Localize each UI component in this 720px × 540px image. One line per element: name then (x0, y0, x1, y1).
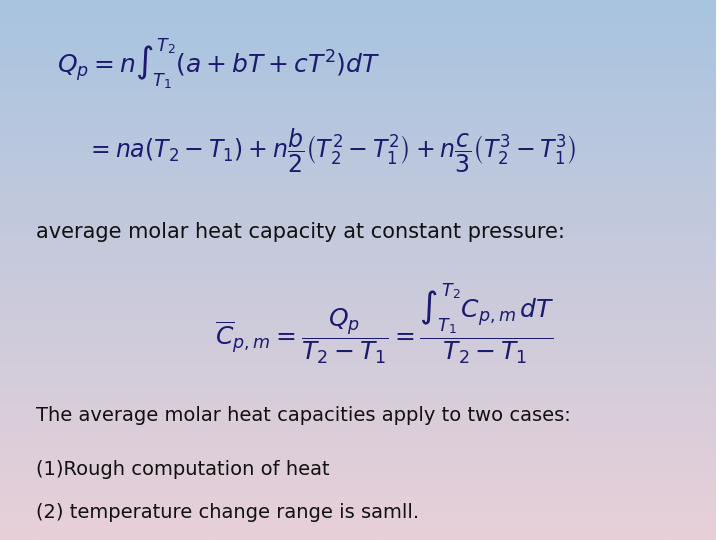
Text: (2) temperature change range is samll.: (2) temperature change range is samll. (36, 503, 419, 523)
Text: (1)Rough computation of heat: (1)Rough computation of heat (36, 460, 329, 480)
Text: average molar heat capacity at constant pressure:: average molar heat capacity at constant … (36, 222, 564, 242)
Text: $\overline{C}_{p,m} = \dfrac{Q_p}{T_2 - T_1} = \dfrac{\int_{T_1}^{T_2}C_{p,m}\,d: $\overline{C}_{p,m} = \dfrac{Q_p}{T_2 - … (215, 281, 554, 367)
Text: The average molar heat capacities apply to two cases:: The average molar heat capacities apply … (36, 406, 570, 426)
Text: $= na\left(T_2 - T_1\right) + n\dfrac{b}{2}\left(T_2^2 - T_1^2\right) + n\dfrac{: $= na\left(T_2 - T_1\right) + n\dfrac{b}… (86, 127, 577, 176)
Text: $Q_p = n\int_{T_1}^{T_2}\left(a + bT + cT^2\right)dT$: $Q_p = n\int_{T_1}^{T_2}\left(a + bT + c… (57, 37, 381, 92)
